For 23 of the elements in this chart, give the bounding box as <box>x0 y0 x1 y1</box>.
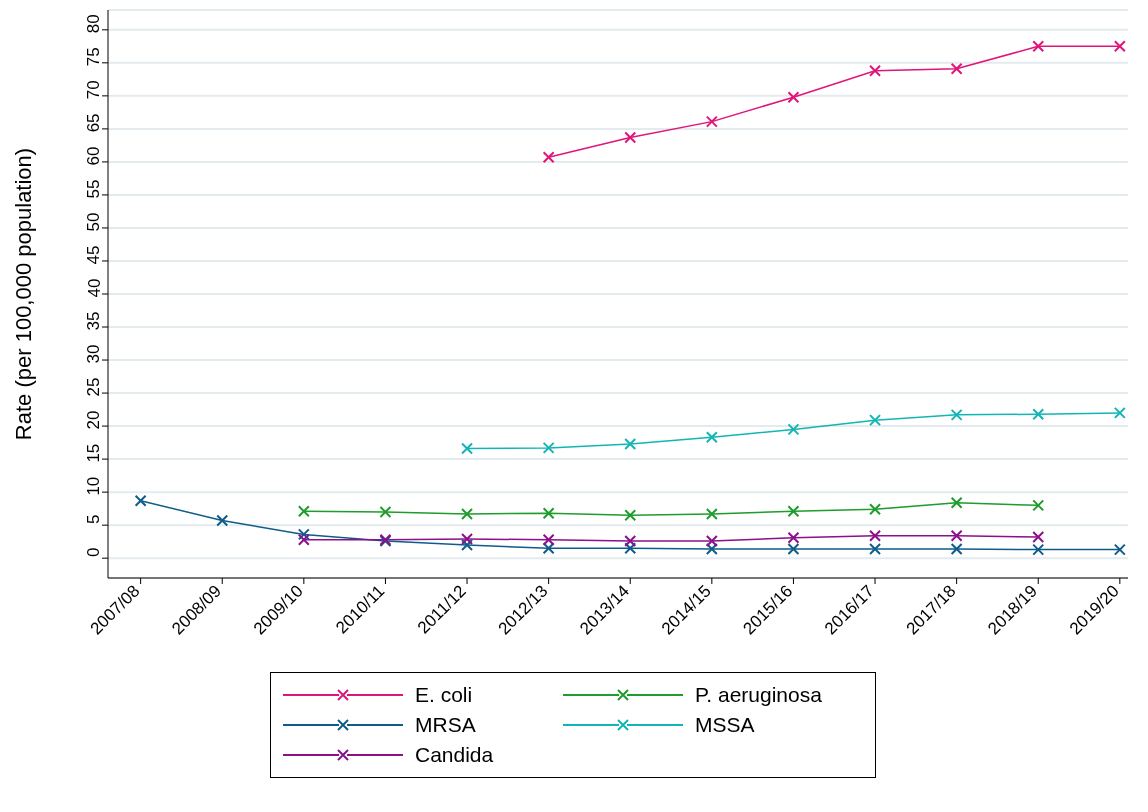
y-tick-label: 0 <box>84 547 104 557</box>
y-tick-label: 10 <box>84 476 104 496</box>
y-tick-label: 70 <box>84 80 104 100</box>
legend-label: Candida <box>415 743 494 767</box>
y-tick-label: 40 <box>84 278 104 298</box>
y-axis-title: Rate (per 100,000 population) <box>10 147 36 441</box>
y-tick-label: 45 <box>84 245 104 265</box>
y-tick-label: 55 <box>84 179 104 199</box>
y-tick-label: 60 <box>84 146 104 166</box>
y-tick-label: 80 <box>84 14 104 34</box>
legend-label: MSSA <box>695 713 755 737</box>
y-tick-label: 65 <box>84 113 104 133</box>
legend-label: P. aeruginosa <box>695 683 822 707</box>
y-tick-label: 5 <box>84 514 104 524</box>
legend-label: MRSA <box>415 713 476 737</box>
y-tick-label: 30 <box>84 344 104 364</box>
y-tick-label: 75 <box>84 47 104 67</box>
y-tick-label: 50 <box>84 212 104 232</box>
y-tick-label: 25 <box>84 377 104 397</box>
legend-label: E. coli <box>415 683 473 707</box>
y-tick-label: 35 <box>84 311 104 331</box>
y-tick-label: 15 <box>84 443 104 463</box>
y-tick-label: 20 <box>84 410 104 430</box>
